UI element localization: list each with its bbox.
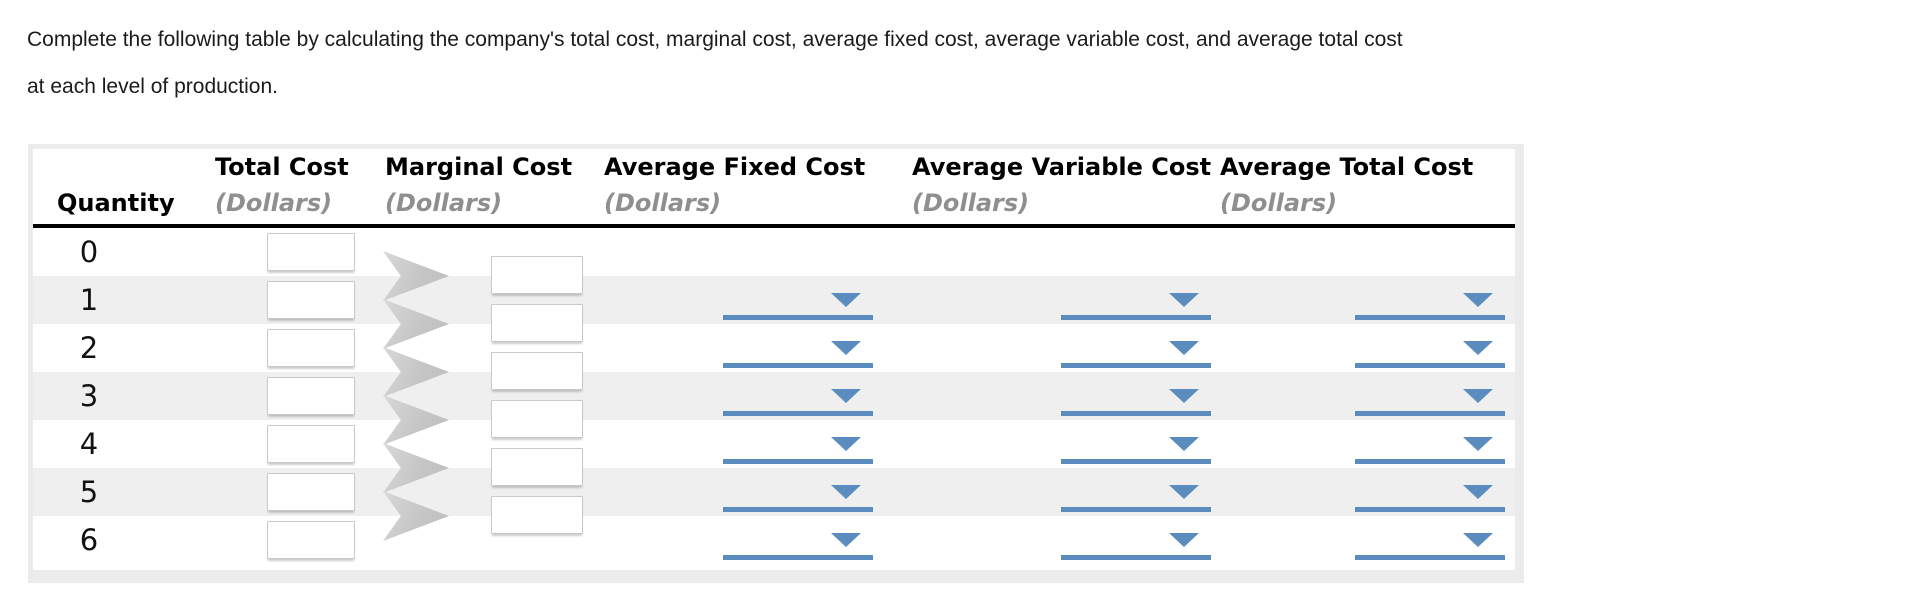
instruction-line-2: at each level of production. [27,75,278,98]
dropdown-arrow-icon [831,389,861,403]
dropdown-arrow-icon [1169,485,1199,499]
dropdown-arrow-icon [1169,389,1199,403]
dropdown-arrow-icon [1463,389,1493,403]
dropdown-underline [1355,507,1505,512]
avc-dropdown-q5[interactable] [1061,468,1211,516]
col-unit-average-variable-cost: (Dollars) [912,189,1030,217]
col-header-marginal-cost: Marginal Cost [385,153,573,181]
total-cost-input-q6[interactable] [267,521,355,559]
dropdown-underline [723,507,873,512]
col-unit-total-cost: (Dollars) [215,189,333,217]
marginal-cost-input-q4-q5[interactable] [491,448,583,486]
dropdown-underline [723,315,873,320]
table-body: 0 1 2 3 [33,228,1515,564]
dropdown-underline [1061,555,1211,560]
quantity-value: 5 [79,475,99,509]
dropdown-underline [1061,507,1211,512]
dropdown-underline [723,555,873,560]
total-cost-input-q1[interactable] [267,281,355,319]
atc-dropdown-q4[interactable] [1355,420,1505,468]
marginal-cost-input-q1-q2[interactable] [491,304,583,342]
dropdown-arrow-icon [1169,533,1199,547]
col-header-quantity: Quantity [57,189,175,217]
col-unit-marginal-cost: (Dollars) [385,189,503,217]
dropdown-arrow-icon [831,437,861,451]
col-header-total-cost: Total Cost [215,153,349,181]
col-unit-average-fixed-cost: (Dollars) [604,189,722,217]
dropdown-arrow-icon [1169,437,1199,451]
instruction-line-1: Complete the following table by calculat… [27,28,1403,51]
dropdown-underline [1061,459,1211,464]
marginal-cost-input-q5-q6[interactable] [491,496,583,534]
col-header-average-total-cost: Average Total Cost [1220,153,1474,181]
avc-dropdown-q4[interactable] [1061,420,1211,468]
afc-dropdown-q1[interactable] [723,276,873,324]
dropdown-arrow-icon [1169,293,1199,307]
dropdown-underline [1061,363,1211,368]
afc-dropdown-q2[interactable] [723,324,873,372]
atc-dropdown-q1[interactable] [1355,276,1505,324]
avc-dropdown-q3[interactable] [1061,372,1211,420]
dropdown-arrow-icon [1463,293,1493,307]
afc-dropdown-q6[interactable] [723,516,873,564]
dropdown-underline [1355,555,1505,560]
dropdown-arrow-icon [831,533,861,547]
quantity-value: 0 [79,235,99,269]
quantity-value: 3 [79,379,99,413]
atc-dropdown-q3[interactable] [1355,372,1505,420]
quantity-value: 6 [79,523,99,557]
dropdown-underline [723,459,873,464]
total-cost-input-q5[interactable] [267,473,355,511]
avc-dropdown-q2[interactable] [1061,324,1211,372]
dropdown-arrow-icon [831,485,861,499]
atc-dropdown-q6[interactable] [1355,516,1505,564]
dropdown-arrow-icon [1463,533,1493,547]
header-divider [33,224,1515,228]
dropdown-underline [1355,411,1505,416]
table-row-q1: 1 [33,276,1515,324]
dropdown-underline [1355,315,1505,320]
quantity-value: 1 [79,283,99,317]
dropdown-arrow-icon [1463,437,1493,451]
col-header-average-variable-cost: Average Variable Cost [912,153,1212,181]
avc-dropdown-q6[interactable] [1061,516,1211,564]
quantity-value: 2 [79,331,99,365]
dropdown-underline [723,411,873,416]
avc-dropdown-q1[interactable] [1061,276,1211,324]
dropdown-arrow-icon [831,341,861,355]
dropdown-underline [723,363,873,368]
marginal-cost-input-q3-q4[interactable] [491,400,583,438]
atc-dropdown-q5[interactable] [1355,468,1505,516]
total-cost-input-q3[interactable] [267,377,355,415]
table-row-q3: 3 [33,372,1515,420]
dropdown-underline [1355,459,1505,464]
marginal-cost-input-q0-q1[interactable] [491,256,583,294]
col-header-average-fixed-cost: Average Fixed Cost [604,153,866,181]
marginal-cost-input-q2-q3[interactable] [491,352,583,390]
instruction-text: Complete the following table by calculat… [27,16,1403,110]
quantity-value: 4 [79,427,99,461]
dropdown-arrow-icon [1463,341,1493,355]
cost-table: Quantity Total Cost (Dollars) Marginal C… [28,144,1524,583]
dropdown-underline [1355,363,1505,368]
dropdown-arrow-icon [1463,485,1493,499]
total-cost-input-q0[interactable] [267,233,355,271]
afc-dropdown-q3[interactable] [723,372,873,420]
dropdown-arrow-icon [831,293,861,307]
table-row-q0: 0 [33,228,1515,276]
table-row-q6: 6 [33,516,1515,564]
table-row-q2: 2 [33,324,1515,372]
dropdown-arrow-icon [1169,341,1199,355]
total-cost-input-q4[interactable] [267,425,355,463]
table-row-q4: 4 [33,420,1515,468]
col-unit-average-total-cost: (Dollars) [1220,189,1338,217]
dropdown-underline [1061,411,1211,416]
total-cost-input-q2[interactable] [267,329,355,367]
dropdown-underline [1061,315,1211,320]
atc-dropdown-q2[interactable] [1355,324,1505,372]
afc-dropdown-q4[interactable] [723,420,873,468]
table-row-q5: 5 [33,468,1515,516]
afc-dropdown-q5[interactable] [723,468,873,516]
